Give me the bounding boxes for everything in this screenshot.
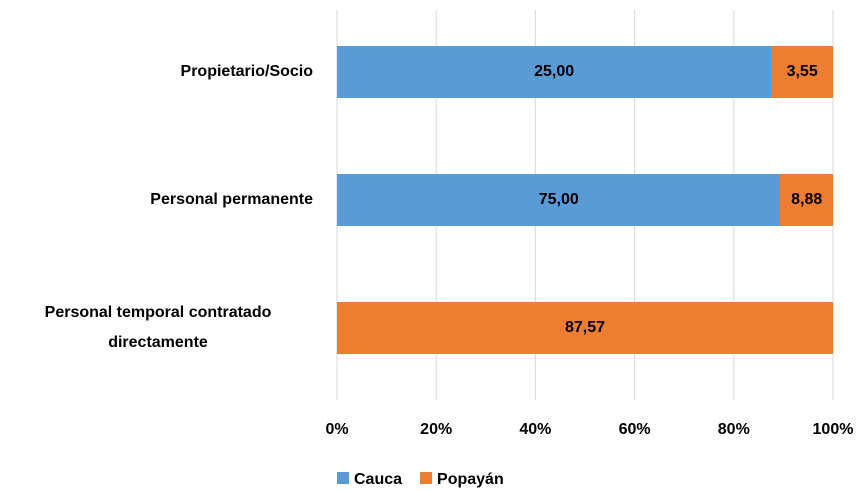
data-label: 87,57	[564, 319, 606, 336]
category-label: Personal permanente	[0, 160, 313, 240]
legend-swatch	[420, 472, 433, 484]
x-tick-label: 80%	[718, 421, 750, 438]
category-label: Personal temporal contratado directament…	[0, 288, 313, 368]
x-tick-label: 20%	[420, 421, 452, 438]
bar-segment: 3,55	[771, 46, 833, 98]
bar-segment: 25,00	[337, 46, 772, 98]
data-label: 8,88	[791, 191, 823, 208]
bar-segment: 75,00	[337, 174, 781, 226]
legend-swatch	[337, 472, 349, 484]
bar-segment: 87,57	[337, 302, 833, 354]
category-label: Propietario/Socio	[0, 32, 313, 112]
x-tick-label: 60%	[619, 421, 651, 438]
legend-label: Cauca	[354, 471, 402, 488]
category-text: Personal permanente	[150, 191, 313, 208]
category-text: Personal temporal contratado directament…	[44, 304, 272, 351]
x-tick-label: 40%	[519, 421, 551, 438]
category-text: Propietario/Socio	[180, 63, 313, 80]
data-label: 25,00	[534, 63, 575, 80]
bar-segment: 8,88	[780, 174, 833, 226]
data-label: 3,55	[786, 63, 818, 80]
data-label: 75,00	[538, 191, 579, 208]
x-tick-label: 0%	[325, 421, 348, 438]
x-tick-label: 100%	[813, 421, 854, 438]
legend-label: Popayán	[437, 471, 504, 488]
